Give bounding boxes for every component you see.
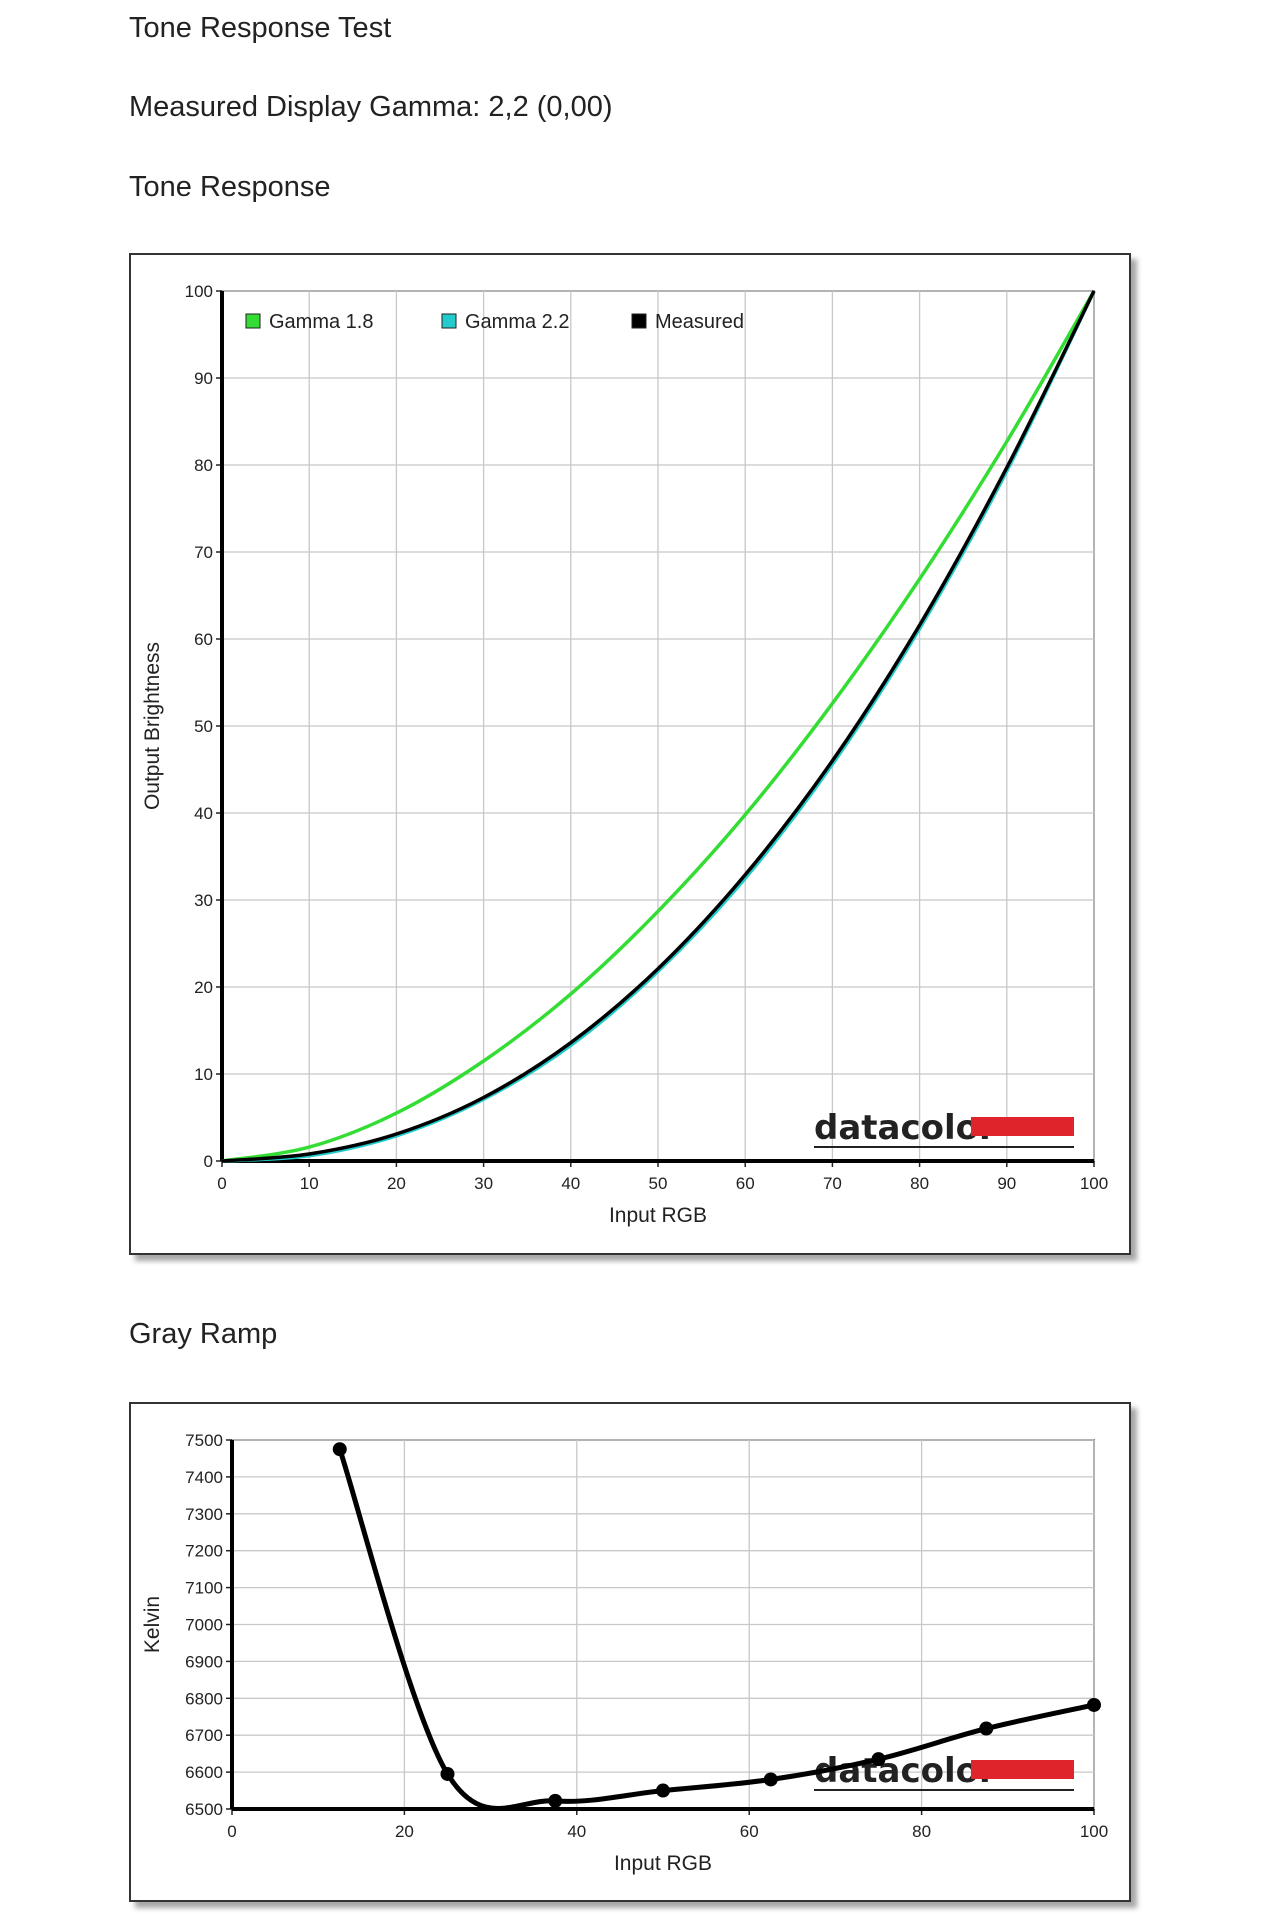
y-tick-label: 6600 — [185, 1763, 223, 1782]
x-tick-label: 60 — [736, 1174, 755, 1193]
x-tick-label: 0 — [227, 1822, 236, 1841]
legend-label-measured: Measured — [655, 311, 744, 333]
gray-ramp-heading: Gray Ramp — [129, 1318, 278, 1350]
y-tick-label: 60 — [194, 630, 213, 649]
x-tick-label: 20 — [387, 1174, 406, 1193]
x-tick-label: 40 — [561, 1174, 580, 1193]
y-tick-label: 90 — [194, 369, 213, 388]
gray-ramp-chart: 0 20 40 60 80 100 6500 6600 6700 6800 6900 7000 7100… — [141, 1431, 1108, 1875]
y-tick-label: 50 — [194, 717, 213, 736]
y-tick-label: 70 — [194, 543, 213, 562]
x-tick-label: 100 — [1080, 1174, 1108, 1193]
x-tick-label: 70 — [823, 1174, 842, 1193]
datacolor-logo: datacolor — [814, 1108, 1074, 1148]
legend-label-gamma-1-8: Gamma 1.8 — [269, 311, 373, 333]
y-axis-title: Kelvin — [141, 1596, 164, 1653]
x-tick-label: 20 — [395, 1822, 414, 1841]
data-point — [1087, 1697, 1101, 1712]
x-axis-title: Input RGB — [614, 1852, 712, 1875]
x-tick-label: 100 — [1080, 1822, 1108, 1841]
y-tick-label: 7400 — [185, 1468, 223, 1487]
legend-swatch-gamma-1-8 — [245, 313, 261, 329]
x-tick-label: 40 — [567, 1822, 586, 1841]
x-axis-title: Input RGB — [609, 1204, 707, 1227]
data-point — [548, 1793, 563, 1808]
y-tick-label: 7500 — [185, 1431, 223, 1450]
legend-label-gamma-2-2: Gamma 2.2 — [465, 311, 569, 333]
x-tick-label: 50 — [649, 1174, 668, 1193]
logo-text: datacolor — [814, 1751, 996, 1791]
x-tick-label: 80 — [910, 1174, 929, 1193]
logo-red-bar — [971, 1117, 1074, 1136]
data-point — [332, 1442, 347, 1457]
legend-swatch-measured — [631, 313, 647, 329]
x-tick-label: 10 — [300, 1174, 319, 1193]
y-tick-label: 40 — [194, 804, 213, 823]
data-point — [979, 1721, 994, 1736]
y-tick-label: 7000 — [185, 1616, 223, 1635]
page-title: Tone Response Test — [129, 12, 392, 44]
tone-response-chart: 0 10 20 30 40 50 60 70 80 90 100 0 10 20 30 40 50 60 70 80 9… — [141, 282, 1108, 1227]
data-point — [763, 1772, 778, 1787]
x-tick-label: 60 — [740, 1822, 759, 1841]
gamma-readout: Measured Display Gamma: 2,2 (0,00) — [129, 91, 613, 123]
x-tick-label: 30 — [474, 1174, 493, 1193]
y-tick-label: 0 — [204, 1152, 213, 1171]
y-tick-label: 6900 — [185, 1652, 223, 1671]
y-tick-label: 7300 — [185, 1505, 223, 1524]
data-point — [440, 1766, 455, 1781]
tone-response-heading: Tone Response — [129, 171, 331, 203]
x-tick-label: 90 — [997, 1174, 1016, 1193]
y-tick-label: 6700 — [185, 1726, 223, 1745]
y-tick-label: 6500 — [185, 1800, 223, 1819]
series-line-gamma-1-8 — [221, 290, 1096, 1163]
y-tick-label: 30 — [194, 891, 213, 910]
y-tick-label: 10 — [194, 1065, 213, 1084]
y-tick-label: 7200 — [185, 1542, 223, 1561]
y-tick-label: 20 — [194, 978, 213, 997]
data-point — [656, 1783, 670, 1798]
legend-swatch-gamma-2-2 — [441, 313, 457, 329]
y-axis-title: Output Brightness — [141, 642, 164, 810]
x-tick-label: 80 — [912, 1822, 931, 1841]
data-point — [871, 1752, 886, 1767]
gray-ramp-panel: 0 20 40 60 80 100 6500 6600 6700 6800 6900 7000 7100… — [129, 1402, 1131, 1902]
y-tick-label: 80 — [194, 456, 213, 475]
logo-red-bar — [971, 1760, 1074, 1779]
y-tick-label: 6800 — [185, 1689, 223, 1708]
logo-text: datacolor — [814, 1108, 996, 1148]
series-line-measured — [221, 290, 1096, 1163]
tone-response-panel: 0 10 20 30 40 50 60 70 80 90 100 0 10 20 30 40 50 60 70 80 9… — [129, 253, 1131, 1255]
y-tick-label: 100 — [185, 282, 213, 301]
datacolor-logo: datacolor — [814, 1751, 1074, 1791]
y-tick-label: 7100 — [185, 1579, 223, 1598]
x-tick-label: 0 — [217, 1174, 226, 1193]
